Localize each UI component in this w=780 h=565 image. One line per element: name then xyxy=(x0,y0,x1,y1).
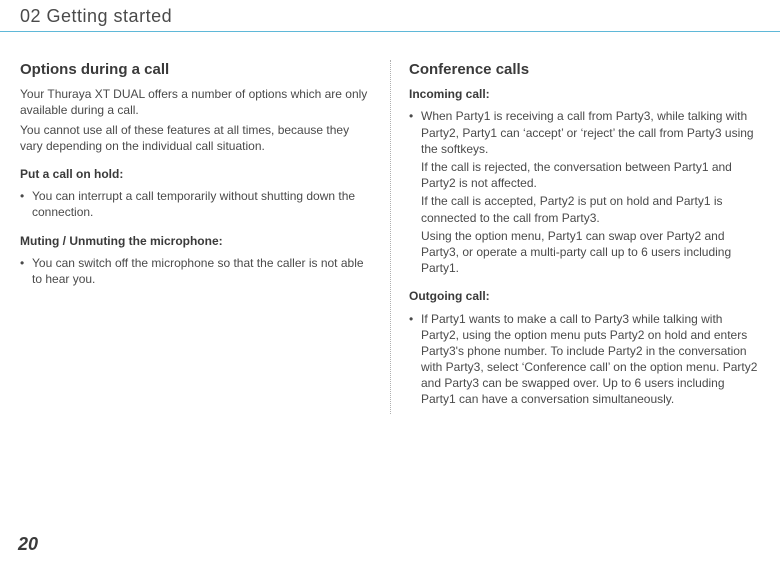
hold-list: You can interrupt a call temporarily wit… xyxy=(20,188,372,220)
hold-bullet-text: You can interrupt a call temporarily wit… xyxy=(32,189,355,219)
incoming-heading: Incoming call: xyxy=(409,86,760,102)
right-column: Conference calls Incoming call: When Par… xyxy=(390,60,760,414)
content-area: Options during a call Your Thuraya XT DU… xyxy=(0,32,780,414)
incoming-line-1: When Party1 is receiving a call from Par… xyxy=(421,109,754,155)
incoming-list: When Party1 is receiving a call from Par… xyxy=(409,108,760,276)
outgoing-list: If Party1 wants to make a call to Party3… xyxy=(409,311,760,408)
list-item: You can interrupt a call temporarily wit… xyxy=(20,188,372,220)
intro-para-2: You cannot use all of these features at … xyxy=(20,122,372,154)
section-title-conference: Conference calls xyxy=(409,60,760,80)
page-header: 02 Getting started xyxy=(0,0,780,31)
left-column: Options during a call Your Thuraya XT DU… xyxy=(20,60,390,414)
intro-para-1: Your Thuraya XT DUAL offers a number of … xyxy=(20,86,372,118)
section-title-options: Options during a call xyxy=(20,60,372,80)
mute-bullet-text: You can switch off the microphone so tha… xyxy=(32,256,364,286)
list-item: You can switch off the microphone so tha… xyxy=(20,255,372,287)
hold-heading: Put a call on hold: xyxy=(20,166,372,182)
list-item: If Party1 wants to make a call to Party3… xyxy=(409,311,760,408)
incoming-line-4: Using the option menu, Party1 can swap o… xyxy=(421,228,760,277)
chapter-title: 02 Getting started xyxy=(20,6,760,27)
mute-heading: Muting / Unmuting the microphone: xyxy=(20,233,372,249)
incoming-line-3: If the call is accepted, Party2 is put o… xyxy=(421,193,760,225)
mute-list: You can switch off the microphone so tha… xyxy=(20,255,372,287)
incoming-line-2: If the call is rejected, the conversatio… xyxy=(421,159,760,191)
outgoing-heading: Outgoing call: xyxy=(409,288,760,304)
outgoing-line-1: If Party1 wants to make a call to Party3… xyxy=(421,312,757,407)
page-number: 20 xyxy=(18,534,38,555)
list-item: When Party1 is receiving a call from Par… xyxy=(409,108,760,276)
